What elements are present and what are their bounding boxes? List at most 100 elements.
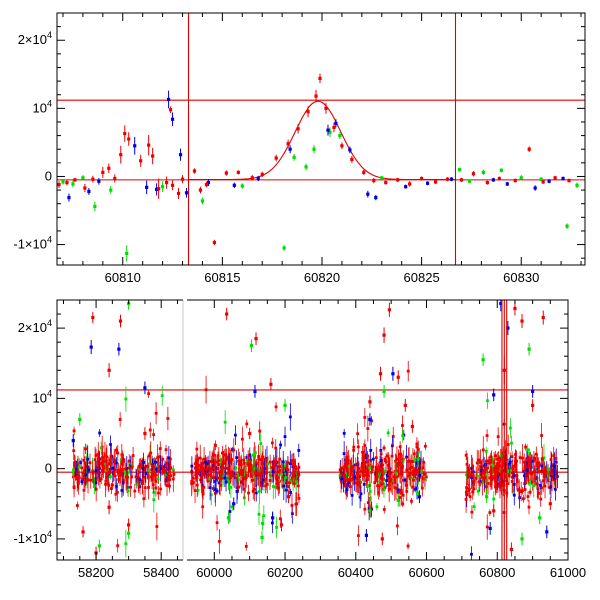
data-mark (547, 466, 550, 473)
y-tick-exponent: 4 (47, 235, 52, 245)
data-point (251, 478, 255, 482)
data-mark (380, 475, 384, 492)
data-point (270, 441, 274, 445)
data-point (398, 445, 402, 449)
data-point (338, 468, 342, 472)
data-point (476, 489, 480, 493)
data-point (130, 466, 134, 469)
data-mark (147, 389, 151, 398)
data-mark (115, 457, 118, 469)
data-point (231, 472, 235, 476)
data-point (147, 476, 150, 480)
data-point (161, 457, 165, 461)
data-point (131, 454, 135, 457)
data-point (155, 525, 159, 528)
data-point (548, 470, 552, 474)
data-point (144, 472, 148, 476)
data-mark (541, 310, 545, 325)
data-mark (510, 435, 513, 451)
data-point (65, 180, 69, 185)
data-mark (98, 472, 102, 489)
data-point (492, 497, 496, 501)
data-point (538, 484, 542, 487)
data-point (168, 108, 173, 112)
data-point (115, 461, 118, 465)
data-point (520, 537, 524, 541)
data-point (405, 468, 409, 472)
data-point (411, 460, 415, 463)
data-point (212, 466, 216, 470)
data-point (255, 473, 258, 477)
data-point (528, 451, 531, 455)
data-point (479, 468, 483, 472)
data-point (136, 472, 139, 475)
data-mark (104, 471, 108, 491)
data-point (279, 523, 284, 527)
data-mark (367, 496, 371, 521)
data-point (396, 488, 400, 492)
data-mark (296, 124, 300, 134)
data-point (125, 466, 129, 470)
data-point (488, 459, 491, 463)
data-point (470, 552, 473, 556)
data-mark (253, 385, 257, 398)
data-mark (250, 175, 254, 181)
data-point (136, 480, 140, 484)
data-point (210, 460, 214, 463)
data-mark (226, 473, 230, 491)
data-point (378, 484, 381, 487)
data-mark (121, 450, 125, 472)
data-mark (120, 483, 124, 498)
data-point (524, 468, 528, 472)
data-point (81, 176, 85, 180)
data-point (143, 431, 147, 436)
data-point (239, 459, 243, 463)
data-mark (279, 440, 282, 450)
data-mark (260, 531, 264, 544)
data-mark (384, 452, 388, 472)
data-point (84, 447, 87, 451)
data-point (403, 478, 407, 482)
data-mark (139, 154, 143, 167)
data-point (565, 224, 569, 228)
data-point (115, 490, 119, 494)
data-mark (326, 124, 330, 136)
data-point (293, 470, 296, 474)
data-point (143, 486, 147, 490)
data-point (123, 131, 127, 136)
data-mark (464, 487, 468, 497)
data-point (270, 466, 274, 470)
data-mark (496, 427, 500, 446)
data-mark (396, 493, 400, 507)
data-mark (123, 125, 127, 142)
data-mark (359, 486, 363, 502)
data-point (72, 449, 76, 453)
data-point (356, 432, 360, 436)
data-mark (253, 460, 257, 488)
data-mark (164, 176, 169, 189)
data-point (219, 470, 223, 473)
y-tick-mantissa: 10 (33, 100, 47, 115)
data-mark (224, 170, 228, 176)
data-mark (124, 386, 128, 412)
data-mark (198, 466, 201, 474)
data-point (537, 491, 540, 495)
data-mark (247, 484, 250, 502)
data-point (525, 468, 529, 472)
data-mark (224, 472, 228, 492)
data-mark (166, 406, 170, 431)
data-point (125, 251, 129, 256)
data-point (401, 478, 405, 482)
data-point (112, 472, 115, 476)
data-mark (513, 178, 517, 183)
data-point (386, 483, 390, 487)
plot-area (57, 300, 568, 560)
data-point (195, 447, 199, 451)
data-point (466, 473, 470, 477)
data-mark (67, 193, 71, 202)
data-mark (297, 462, 300, 484)
data-point (261, 455, 265, 459)
data-point (246, 462, 250, 466)
data-point (365, 479, 368, 483)
data-mark (245, 419, 249, 429)
